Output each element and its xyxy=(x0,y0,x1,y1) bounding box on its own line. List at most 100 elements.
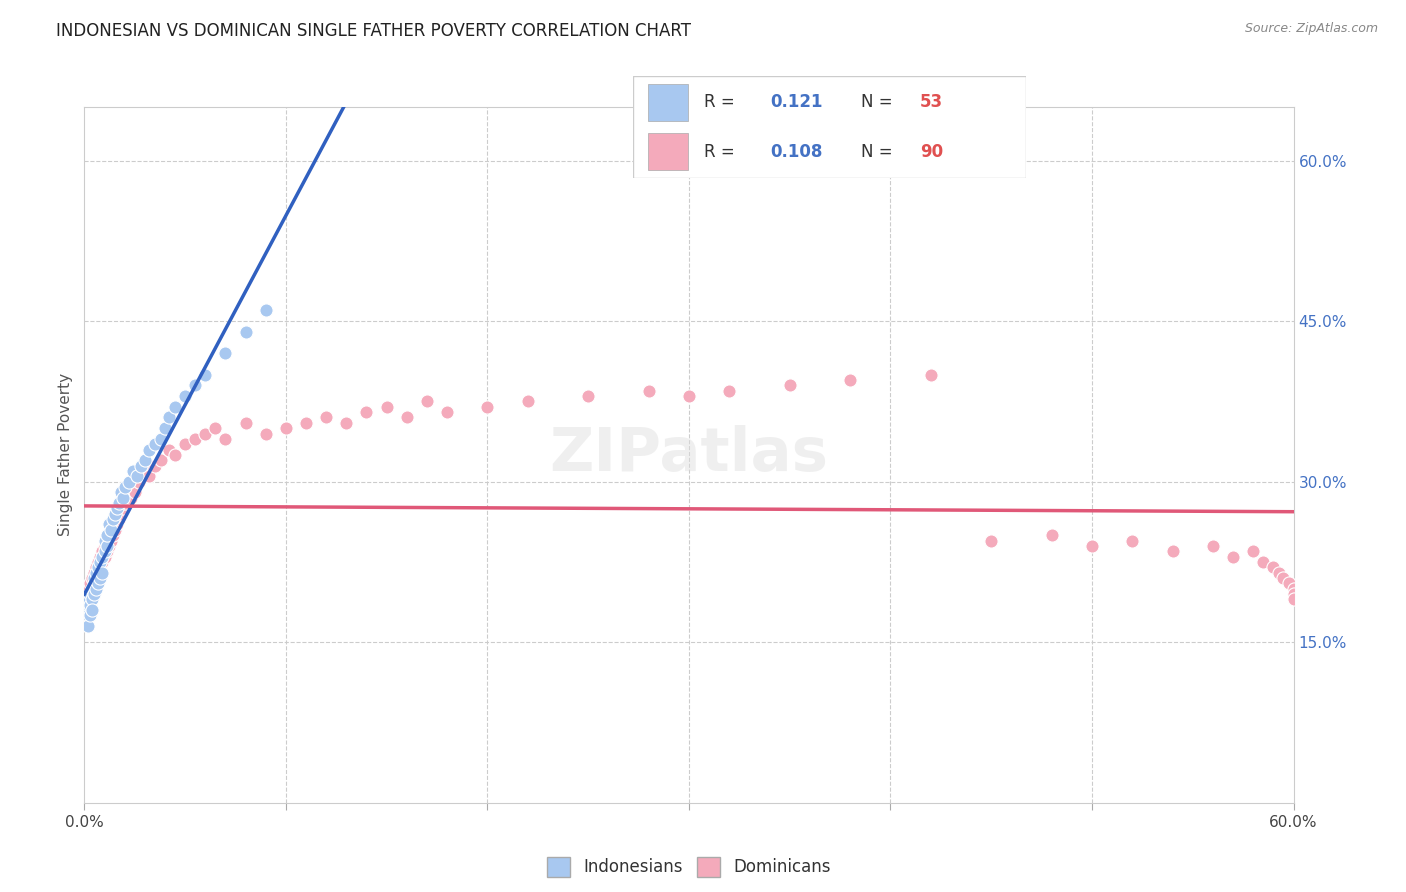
Point xyxy=(79,576,101,591)
Point xyxy=(93,549,115,564)
Point xyxy=(77,592,100,607)
Point xyxy=(105,517,128,532)
Point xyxy=(77,603,100,617)
Point xyxy=(839,373,862,387)
Point xyxy=(1282,592,1305,607)
Point xyxy=(89,560,111,574)
Point xyxy=(77,592,100,607)
Point xyxy=(1202,539,1225,553)
Point xyxy=(100,523,122,537)
Point xyxy=(77,582,100,596)
Point xyxy=(129,458,152,473)
Point xyxy=(79,598,101,612)
Point xyxy=(83,571,105,585)
Point xyxy=(1253,555,1275,569)
Point xyxy=(110,485,132,500)
Point xyxy=(82,592,104,607)
Point xyxy=(157,442,180,457)
Point xyxy=(118,485,141,500)
Point xyxy=(89,571,111,585)
Point xyxy=(111,501,134,516)
Point xyxy=(101,512,124,526)
Point xyxy=(101,517,124,532)
Point xyxy=(107,496,129,510)
Point xyxy=(87,566,110,580)
Point xyxy=(718,384,741,398)
Point xyxy=(315,410,337,425)
Point xyxy=(1278,576,1301,591)
Text: 0.108: 0.108 xyxy=(770,143,823,161)
Point xyxy=(124,485,146,500)
Point xyxy=(295,416,318,430)
Point xyxy=(110,507,132,521)
Text: 0.121: 0.121 xyxy=(770,94,823,112)
Point xyxy=(920,368,942,382)
Point xyxy=(87,560,110,574)
Point xyxy=(516,394,538,409)
Point xyxy=(104,523,127,537)
Point xyxy=(416,394,439,409)
Point xyxy=(254,426,277,441)
Point xyxy=(83,566,105,580)
Point xyxy=(82,571,104,585)
Point xyxy=(1272,571,1295,585)
Point xyxy=(104,512,127,526)
Point xyxy=(637,384,659,398)
Text: INDONESIAN VS DOMINICAN SINGLE FATHER POVERTY CORRELATION CHART: INDONESIAN VS DOMINICAN SINGLE FATHER PO… xyxy=(56,22,692,40)
Point xyxy=(75,614,97,628)
Point xyxy=(100,523,122,537)
Point xyxy=(1263,560,1285,574)
Point xyxy=(96,539,118,553)
Point xyxy=(82,603,104,617)
Point xyxy=(375,400,398,414)
Point xyxy=(204,421,226,435)
Point xyxy=(138,469,160,483)
Text: Source: ZipAtlas.com: Source: ZipAtlas.com xyxy=(1244,22,1378,36)
FancyBboxPatch shape xyxy=(648,84,688,121)
Point xyxy=(165,448,187,462)
Text: 53: 53 xyxy=(920,94,943,112)
Point xyxy=(274,421,297,435)
Text: N =: N = xyxy=(860,143,898,161)
Point xyxy=(121,480,143,494)
Point xyxy=(678,389,700,403)
Point xyxy=(86,560,108,574)
Point xyxy=(79,598,101,612)
Text: 90: 90 xyxy=(920,143,943,161)
Point xyxy=(86,566,108,580)
Point xyxy=(214,432,236,446)
Point xyxy=(157,410,180,425)
Point xyxy=(114,480,136,494)
Point xyxy=(105,501,128,516)
Point xyxy=(194,368,217,382)
Text: N =: N = xyxy=(860,94,898,112)
Point xyxy=(1222,549,1244,564)
Point xyxy=(125,469,148,483)
Point xyxy=(96,544,118,558)
Point xyxy=(97,539,120,553)
Point xyxy=(356,405,378,419)
Point xyxy=(114,496,136,510)
Point xyxy=(96,533,118,548)
Text: ZIPatlas: ZIPatlas xyxy=(550,425,828,484)
Point xyxy=(436,405,458,419)
Point xyxy=(107,512,129,526)
Point xyxy=(89,555,111,569)
Point xyxy=(75,587,97,601)
Text: R =: R = xyxy=(703,94,740,112)
Point xyxy=(91,555,114,569)
Point xyxy=(93,539,115,553)
Text: R =: R = xyxy=(703,143,740,161)
Point xyxy=(1081,539,1104,553)
Point xyxy=(87,555,110,569)
Point xyxy=(87,576,110,591)
Point xyxy=(77,608,100,623)
Point xyxy=(149,432,172,446)
Point xyxy=(79,587,101,601)
Point xyxy=(83,587,105,601)
Legend: Indonesians, Dominicans: Indonesians, Dominicans xyxy=(538,849,839,885)
Point xyxy=(184,432,207,446)
FancyBboxPatch shape xyxy=(648,133,688,170)
Point xyxy=(1040,528,1063,542)
Point xyxy=(138,442,160,457)
